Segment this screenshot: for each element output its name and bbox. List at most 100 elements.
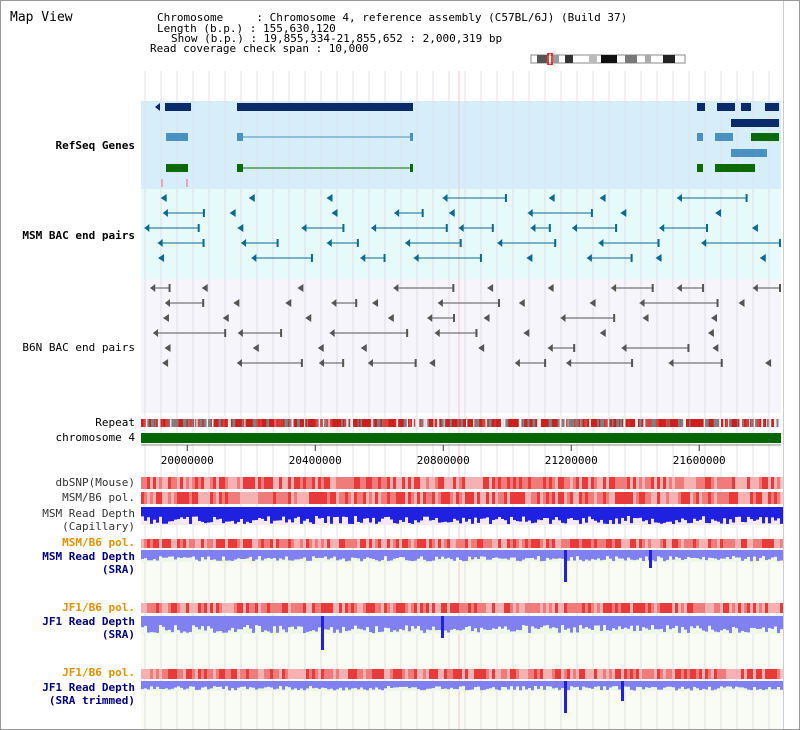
- msm-depth-capillary-bar: [603, 507, 606, 524]
- jf1-pol-heat-cell: [204, 603, 207, 613]
- msm-pol2-heat-cell: [654, 539, 657, 548]
- msm-pol-heat-cell: [615, 492, 618, 504]
- jf1-depth-trim-bar: [207, 681, 210, 690]
- dbsnp-heat-cell: [324, 477, 327, 489]
- msm-pol2-heat-cell: [219, 539, 222, 548]
- msm-depth-capillary-bar: [183, 507, 186, 519]
- jf1-depth-trim-bar: [402, 681, 405, 687]
- msm-pol-heat-cell: [228, 492, 231, 504]
- msm-pol2-heat-cell: [723, 539, 726, 548]
- jf1-depth-trim-bar: [387, 681, 390, 687]
- b6n-end-marker: [329, 329, 335, 337]
- msm-pol2-heat-cell: [159, 539, 162, 548]
- msm-depth-capillary-bar: [537, 507, 540, 520]
- jf1-pol2-heat-cell: [399, 669, 402, 679]
- msm-pol-heat-cell: [741, 492, 744, 504]
- dbsnp-heat-cell: [552, 477, 555, 489]
- msm-depth-capillary-bar: [423, 507, 426, 517]
- msm-pol2-heat-cell: [498, 539, 501, 548]
- b6n-end-tick: [202, 299, 205, 307]
- msm-depth-capillary-bar: [522, 507, 525, 517]
- repeat-segment: [730, 419, 732, 427]
- msm-depth-capillary-bar: [348, 507, 351, 524]
- b6n-end-marker: [437, 299, 443, 307]
- msm-depth-sra-bar: [690, 550, 693, 559]
- msm-depth-capillary-bar: [408, 507, 411, 524]
- repeat-segment: [278, 419, 280, 427]
- jf1-pol-heat-cell: [777, 603, 780, 613]
- msm-depth-capillary-bar: [213, 507, 216, 518]
- msm-depth-capillary-bar: [780, 507, 783, 524]
- msm-pol-heat-cell: [270, 492, 273, 504]
- jf1-depth-sra-bar: [348, 616, 351, 631]
- msm-pol-heat-cell: [696, 492, 699, 504]
- msm-pol-heat-cell: [546, 492, 549, 504]
- jf1-depth-sra-bar: [675, 616, 678, 626]
- repeat-track[interactable]: [141, 419, 782, 427]
- jf1-depth-trim-bar: [603, 681, 606, 687]
- jf1-pol-heat-cell: [336, 603, 339, 613]
- jf1-depth-trim-bar: [567, 681, 570, 691]
- jf1-pol2-heat-cell: [381, 669, 384, 679]
- chromosome-ideogram[interactable]: [529, 53, 689, 65]
- heatmap-tracks[interactable]: [141, 477, 783, 679]
- msm-end-marker: [157, 239, 163, 247]
- msm-depth-sra-bar: [210, 550, 213, 560]
- msm-pol-heat-cell: [282, 492, 285, 504]
- repeat-segment: [604, 419, 607, 427]
- msm-depth-sra-bar: [741, 550, 744, 561]
- msm-single-end: [620, 209, 627, 217]
- msm-pol-heat-cell: [444, 492, 447, 504]
- msm-pol-heat-cell: [423, 492, 426, 504]
- msm-bac-track[interactable]: [144, 194, 781, 262]
- jf1-depth-trim-bar: [423, 681, 426, 691]
- b6n-bac-track[interactable]: [150, 284, 781, 367]
- msm-depth-capillary-bar: [177, 507, 180, 520]
- read-depth-tracks[interactable]: [141, 507, 783, 713]
- jf1-depth-sra-bar: [300, 616, 303, 627]
- msm-depth-sra-bar: [486, 550, 489, 560]
- dbsnp-heat-cell: [540, 477, 543, 489]
- jf1-pol-heat-cell: [648, 603, 651, 613]
- jf1-pol2-heat-cell: [516, 669, 519, 679]
- msm-depth-capillary-bar: [558, 507, 561, 521]
- dbsnp-heat-cell: [396, 477, 399, 489]
- msm-pol2-heat-cell: [162, 539, 165, 548]
- msm-depth-sra-bar: [699, 550, 702, 560]
- dbsnp-heat-cell: [465, 477, 468, 489]
- msm-depth-sra-bar: [342, 550, 345, 559]
- msm-depth-capillary-bar: [372, 507, 375, 518]
- msm-pol-heat-cell: [708, 492, 711, 504]
- jf1-depth-sra-bar: [285, 616, 288, 633]
- repeat-segment: [211, 419, 214, 427]
- msm-end-tick: [202, 239, 205, 247]
- dbsnp-heat-cell: [300, 477, 303, 489]
- jf1-pol-heat-cell: [294, 603, 297, 613]
- chromosome-bar[interactable]: [141, 433, 781, 443]
- jf1-depth-sra-bar: [180, 616, 183, 633]
- repeat-segment: [377, 419, 380, 427]
- jf1-pol2-heat-cell: [258, 669, 261, 679]
- jf1-depth-trim-bar: [429, 681, 432, 689]
- jf1-depth-sra-bar: [168, 616, 171, 630]
- jf1-depth-trim-bar: [324, 681, 327, 689]
- jf1-depth-sra-bar: [357, 616, 360, 629]
- jf1-depth-trim-label-1: JF1 Read Depth: [42, 681, 135, 694]
- genome-track-area[interactable]: 20000000 20400000 20800000 21200000 21600000: [141, 71, 783, 730]
- msm-pol-heat-cell: [276, 492, 279, 504]
- jf1-pol2-heat-cell: [195, 669, 198, 679]
- jf1-depth-trim-bar: [480, 681, 483, 691]
- msm-pol2-heat-cell: [462, 539, 465, 548]
- msm-pol-heat-cell: [339, 492, 342, 504]
- msm-depth-sra-bar: [660, 550, 663, 558]
- dbsnp-heat-cell: [294, 477, 297, 489]
- msm-pol-heat-cell: [543, 492, 546, 504]
- msm-pol-heat-cell: [750, 492, 753, 504]
- jf1-depth-sra-bar: [564, 616, 567, 630]
- jf1-pol-heat-cell: [327, 603, 330, 613]
- msm-depth-capillary-bar: [648, 507, 651, 525]
- dbsnp-heat-cell: [159, 477, 162, 489]
- jf1-pol2-heat-cell: [264, 669, 267, 679]
- refseq-genes-track[interactable]: [155, 103, 779, 187]
- msm-depth-capillary-bar: [363, 507, 366, 519]
